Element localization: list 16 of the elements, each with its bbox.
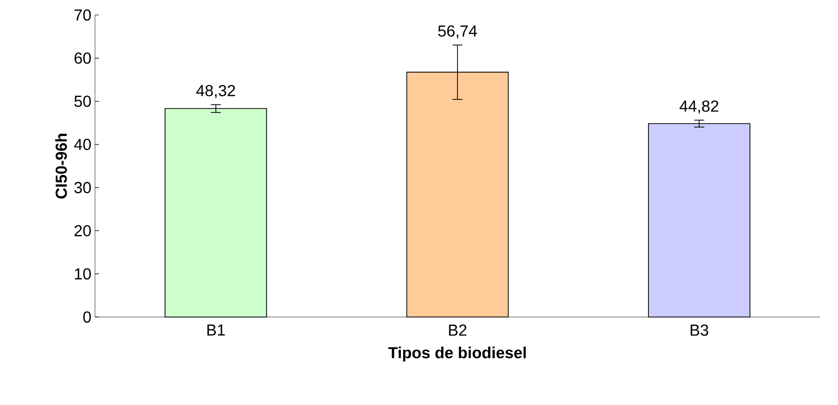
x-tick-label: B2 — [449, 324, 466, 336]
x-tick-label: B1 — [207, 324, 225, 336]
y-tick-label: 0 — [83, 311, 91, 323]
y-tick-label: 50 — [74, 96, 91, 107]
y-tick-label: 20 — [74, 225, 91, 236]
y-tick-label: 40 — [74, 138, 91, 150]
y-axis-title: CI50-96h — [55, 134, 67, 199]
y-tick-label: 30 — [74, 182, 91, 194]
y-tick-label: 60 — [74, 52, 91, 64]
data-label: 56,74 — [438, 25, 477, 39]
data-label: 44,82 — [680, 100, 718, 114]
y-tick-label: 70 — [74, 9, 91, 21]
y-tick-label: 10 — [74, 268, 91, 280]
x-tick-label: B3 — [690, 324, 708, 336]
x-axis-title: Tipos de biodiesel — [388, 346, 526, 362]
data-label: 48,32 — [196, 84, 235, 98]
